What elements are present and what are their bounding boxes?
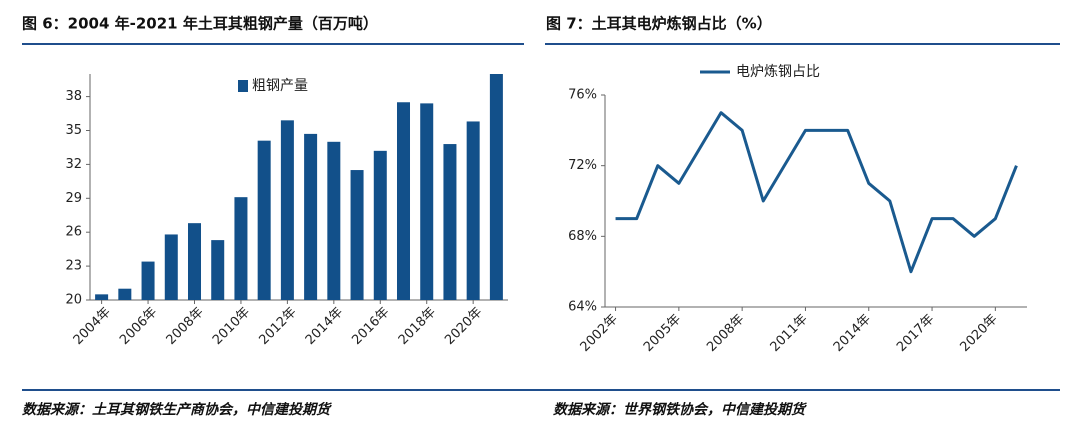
bar	[234, 197, 248, 300]
bar	[327, 141, 341, 300]
y-tick-label: 72%	[568, 158, 597, 173]
x-tick-label: 2016年	[349, 305, 392, 348]
chart-title: 图 7：土耳其电炉炼钢占比（%）	[546, 15, 772, 33]
bar	[164, 234, 178, 300]
legend-label: 电炉炼钢占比	[736, 64, 820, 80]
bar	[280, 120, 294, 300]
x-tick-label: 2012年	[256, 305, 299, 348]
bar	[304, 133, 318, 300]
bar	[141, 261, 155, 300]
bar	[257, 140, 271, 300]
y-tick-label: 68%	[568, 229, 597, 244]
x-tick-label: 2010年	[210, 305, 253, 348]
x-tick-label: 2004年	[71, 305, 114, 348]
bar	[350, 170, 364, 300]
chart-title: 图 6：2004 年-2021 年土耳其粗钢产量（百万吨）	[22, 15, 378, 33]
source-note: 数据来源：土耳其钢铁生产商协会，中信建投期货	[22, 401, 332, 418]
bar	[118, 288, 132, 300]
x-tick-label: 2014年	[303, 305, 346, 348]
x-tick-label: 2020年	[957, 312, 1000, 355]
legend-label: 粗钢产量	[252, 78, 308, 94]
x-tick-label: 2017年	[894, 312, 937, 355]
x-tick-label: 2011年	[768, 312, 811, 355]
bar	[95, 294, 109, 300]
y-tick-label: 32	[65, 157, 82, 172]
y-tick-label: 26	[65, 225, 82, 240]
bar	[187, 223, 202, 300]
bar	[211, 240, 225, 300]
x-tick-label: 2006年	[117, 305, 160, 348]
y-tick-label: 23	[65, 259, 82, 274]
y-tick-label: 38	[65, 89, 82, 104]
legend-swatch	[238, 80, 248, 92]
x-tick-label: 2018年	[396, 305, 439, 348]
bar	[420, 103, 434, 300]
bar	[489, 74, 503, 300]
x-tick-label: 2008年	[704, 312, 747, 355]
bar	[373, 150, 387, 300]
x-tick-label: 2008年	[164, 305, 207, 348]
y-tick-label: 76%	[568, 88, 597, 103]
source-note: 数据来源：世界钢铁协会，中信建投期货	[553, 401, 807, 418]
bar	[396, 102, 411, 300]
x-tick-label: 2002年	[578, 312, 621, 355]
x-tick-label: 2014年	[831, 312, 874, 355]
bar	[443, 144, 457, 300]
line	[615, 111, 1018, 274]
x-tick-label: 2005年	[641, 312, 684, 355]
y-tick-label: 29	[65, 191, 82, 206]
bar	[466, 121, 480, 301]
y-tick-label: 35	[65, 123, 82, 138]
x-tick-label: 2020年	[442, 305, 485, 348]
y-tick-label: 64%	[568, 300, 597, 315]
y-tick-label: 20	[65, 293, 82, 308]
